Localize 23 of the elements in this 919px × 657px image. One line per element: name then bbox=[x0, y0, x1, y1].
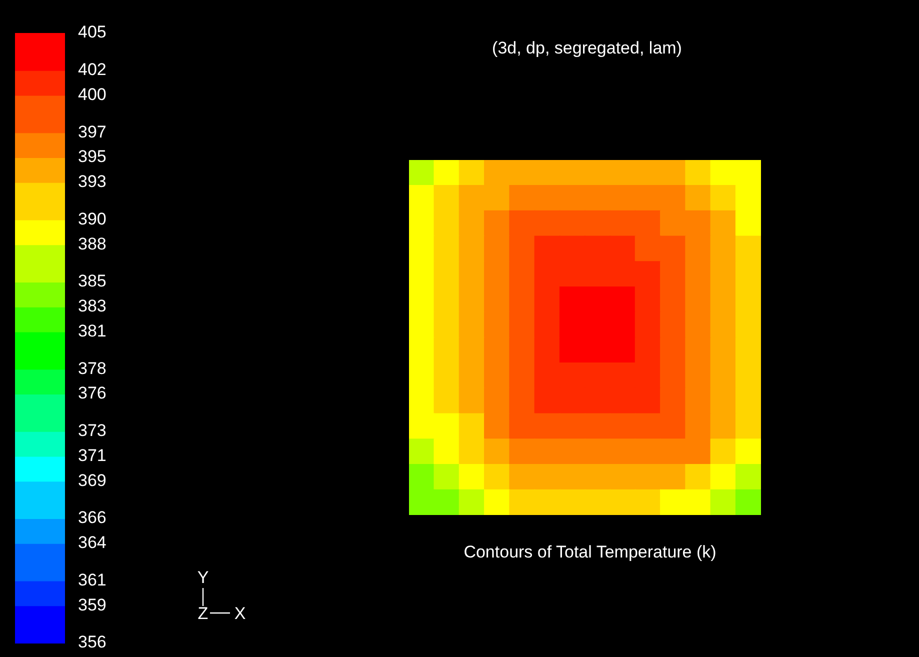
color-bar-label: 381 bbox=[78, 321, 106, 340]
color-bar-label: 395 bbox=[78, 147, 106, 166]
color-bar-label: 369 bbox=[78, 470, 106, 490]
color-bar-label: 371 bbox=[78, 446, 106, 465]
color-bar-label: 359 bbox=[78, 595, 106, 614]
color-bar-label: 400 bbox=[78, 84, 106, 104]
color-bar-label: 390 bbox=[78, 209, 106, 228]
color-bar-label: 397 bbox=[78, 122, 106, 142]
color-bar-label: 393 bbox=[78, 172, 106, 192]
color-bar-label: 405 bbox=[78, 22, 106, 42]
text: Contours of Total Temperature (k) bbox=[464, 542, 716, 562]
color-bar-label: 361 bbox=[78, 570, 106, 590]
color-bar-label: 373 bbox=[78, 421, 106, 440]
chart-title: (3d, dp, segregated, lam) bbox=[492, 38, 682, 58]
color-bar-label: 378 bbox=[78, 358, 106, 378]
color-bar-label: 364 bbox=[78, 533, 106, 552]
color-bar-label: 366 bbox=[78, 508, 106, 528]
color-bar-label: 356 bbox=[78, 632, 106, 652]
color-bar-label: 402 bbox=[78, 60, 106, 80]
color-bar-label: 383 bbox=[78, 296, 106, 316]
color-bar-label: 376 bbox=[78, 384, 106, 403]
color-bar-label: 385 bbox=[78, 272, 106, 291]
color-bar-label: 388 bbox=[78, 234, 106, 254]
